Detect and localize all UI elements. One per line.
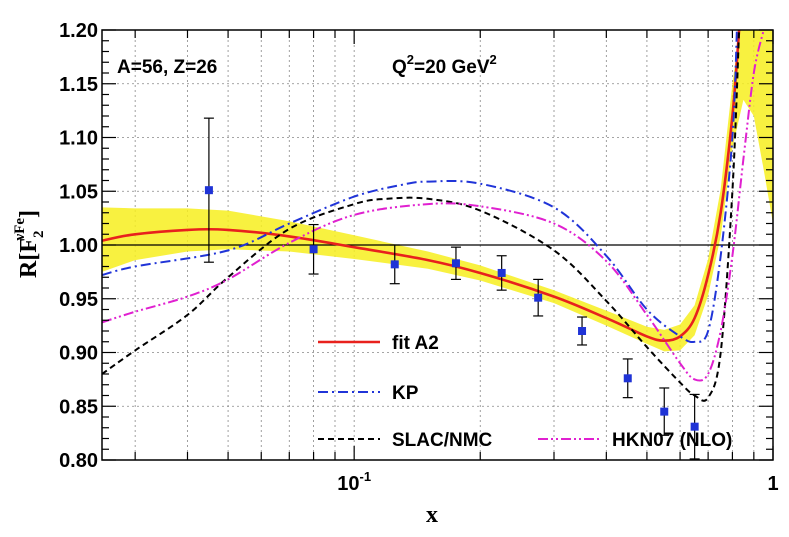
x-tick-labels: 10-1 1 [337,469,778,495]
y-tick-labels: 0.80 0.85 0.90 0.95 1.00 1.05 1.10 1.15 1.20 [59,20,98,472]
legend: fit A2 KP SLAC/NMC HKN07 (NLO) [318,333,732,451]
q2-sup1: 2 [407,52,414,67]
curve-hkn07-nlo [102,30,765,382]
curve-slac-nmc [102,30,741,402]
y-axis-title-sub: 2 [31,231,47,239]
data-point [534,293,543,302]
q2-sup2: 2 [490,52,497,67]
data-point [204,186,213,195]
data-point [309,245,318,254]
y-tick-label: 0.95 [59,289,98,311]
x-tick-label: 10-1 [337,469,371,495]
legend-label-hkn07: HKN07 (NLO) [612,430,732,451]
data-point [690,422,699,431]
x-axis-title: x [426,502,438,528]
y-tick-label: 1.10 [59,128,98,150]
y-axis-title: R[F2νFe] [12,210,47,278]
legend-label-fit-a2: fit A2 [392,333,439,354]
y-axis-title-sup: νFe [12,218,28,242]
y-tick-label: 1.00 [59,235,98,257]
data-point [578,327,587,335]
curve-fit-a2 [102,30,741,343]
legend-label-kp: KP [392,383,419,404]
curves-group [102,30,765,402]
y-tick-label: 1.05 [59,181,98,203]
y-tick-label: 0.90 [59,343,98,365]
data-points-group [203,117,700,460]
q2-annotation: Q2=20 GeV2 [392,52,497,78]
data-point [390,260,399,269]
nucleus-annotation: A=56, Z=26 [117,57,217,78]
x-tick-label: 1 [767,473,778,495]
y-tick-label: 0.80 [59,450,98,472]
y-axis-title-close: ] [16,210,42,218]
y-axis-title-main: R[F [16,238,42,278]
data-point [451,259,460,268]
data-point [660,407,669,416]
y-tick-label: 1.15 [59,74,98,96]
data-point [497,268,506,277]
q2-prefix: Q [392,57,407,78]
y-tick-label: 0.85 [59,396,98,418]
data-point [623,374,632,383]
ticks-group [102,29,774,461]
curve-kp [102,30,738,344]
legend-label-slac-nmc: SLAC/NMC [392,430,493,451]
y-tick-label: 1.20 [59,20,98,42]
q2-mid: =20 GeV [414,57,490,78]
